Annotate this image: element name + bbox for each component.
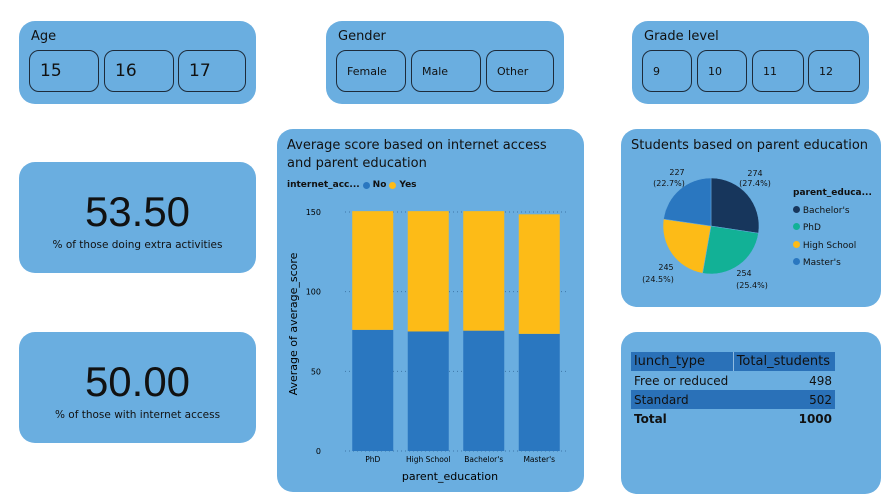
bar-segment-no <box>518 333 560 451</box>
table-cell: 502 <box>733 390 835 409</box>
table-total-row: Total 1000 <box>631 409 835 428</box>
age-slicer: Age 15 16 17 <box>19 21 256 104</box>
table-row: Free or reduced 498 <box>631 371 835 390</box>
table-cell: 498 <box>809 373 832 388</box>
pie-legend-title: parent_educa... <box>793 188 872 198</box>
y-axis-label: Average of average_score <box>287 252 300 395</box>
pie-slice <box>702 225 759 275</box>
grade-level-slicer: Grade level 9 10 11 12 <box>632 21 869 104</box>
x-tick-label: Bachelor's <box>464 455 503 464</box>
pie-slice <box>710 177 760 234</box>
y-tick-label: 0 <box>316 447 321 456</box>
table-row: Standard 502 <box>631 390 835 409</box>
pie-label-count: 227 <box>669 168 684 177</box>
x-tick-label: High School <box>406 455 451 464</box>
grade-option-11[interactable]: 11 <box>752 50 804 92</box>
bar-segment-no <box>352 329 394 451</box>
pie-label-pct: (24.5%) <box>642 275 674 284</box>
pie-label-pct: (22.7%) <box>653 179 685 188</box>
legend-swatch <box>793 240 800 248</box>
gender-option-other[interactable]: Other <box>486 50 554 92</box>
pie-chart-title: Students based on parent education <box>631 138 869 153</box>
age-option-15[interactable]: 15 <box>29 50 99 92</box>
lunch-table-card: lunch_type Total_students Free or reduce… <box>621 332 881 494</box>
bar-segment-yes <box>407 211 449 332</box>
table-cell: 1000 <box>798 411 832 426</box>
y-tick-label: 100 <box>306 288 321 297</box>
pie-slice <box>663 177 712 227</box>
pie-label-pct: (27.4%) <box>739 179 771 188</box>
age-option-17[interactable]: 17 <box>178 50 246 92</box>
pie-legend-item[interactable]: High School <box>793 238 872 256</box>
legend-title: internet_acc... <box>287 180 360 190</box>
table-cell: Standard <box>631 390 734 409</box>
table-cell: Total <box>634 411 667 426</box>
table-cell: Free or reduced <box>634 373 729 388</box>
legend-swatch <box>793 223 800 230</box>
pie-label-pct: (25.4%) <box>736 281 768 290</box>
bar-segment-yes <box>463 211 505 331</box>
gender-option-male[interactable]: Male <box>411 50 481 92</box>
age-option-16[interactable]: 16 <box>104 50 174 92</box>
grade-slicer-title: Grade level <box>644 29 719 44</box>
legend-swatch <box>793 205 800 213</box>
lunch-table: lunch_type Total_students Free or reduce… <box>631 352 835 428</box>
pie-legend: parent_educa... Bachelor's PhD High Scho… <box>793 185 872 273</box>
pie-chart-card: Students based on parent education 274 (… <box>621 129 881 307</box>
gender-slicer-title: Gender <box>338 29 386 44</box>
table-header-row: lunch_type Total_students <box>631 352 835 371</box>
pie-label-count: 254 <box>736 269 751 278</box>
y-tick-label: 50 <box>311 367 321 376</box>
bar-chart-legend: internet_acc... No Yes <box>287 180 417 190</box>
bar-chart-card: Average score based on internet access a… <box>277 129 584 492</box>
grade-option-10[interactable]: 10 <box>697 50 747 92</box>
bar-segment-no <box>463 330 505 451</box>
pie-label-count: 245 <box>658 263 673 272</box>
legend-no-swatch <box>362 181 370 189</box>
legend-no-label[interactable]: No <box>372 180 387 190</box>
legend-swatch <box>793 258 800 265</box>
pie-legend-item[interactable]: Master's <box>793 255 872 273</box>
age-slicer-title: Age <box>31 29 57 44</box>
x-tick-label: Master's <box>523 455 555 464</box>
column-header[interactable]: lunch_type <box>631 352 734 371</box>
pie-legend-item[interactable]: Bachelor's <box>793 203 872 221</box>
column-header[interactable]: Total_students <box>733 352 835 371</box>
bar-segment-yes <box>518 214 560 334</box>
bar-segment-no <box>407 331 449 451</box>
stacked-bar-chart: 0 50 100 150 PhD High School Bachelor's Master… <box>287 208 567 483</box>
legend-yes-swatch <box>389 181 397 189</box>
grade-option-12[interactable]: 12 <box>808 50 860 92</box>
kpi-card-extra-activities: 53.50 % of those doing extra activities <box>19 162 256 273</box>
bar-chart-title: Average score based on internet access a… <box>287 138 547 171</box>
x-axis-label: parent_education <box>402 470 498 483</box>
pie-chart: 274 (27.4%) 254 (25.4%) 245 (24.5%) 227 … <box>642 168 771 290</box>
kpi-label: % of those doing extra activities <box>52 239 223 251</box>
kpi-card-internet-access: 50.00 % of those with internet access <box>19 332 256 443</box>
bar-segment-yes <box>352 211 394 330</box>
kpi-label: % of those with internet access <box>54 409 221 421</box>
pie-label-count: 274 <box>747 169 762 178</box>
kpi-value: 53.50 <box>84 188 191 235</box>
gender-option-female[interactable]: Female <box>336 50 406 92</box>
grade-option-9[interactable]: 9 <box>642 50 692 92</box>
pie-slice <box>662 218 712 274</box>
legend-yes-label[interactable]: Yes <box>399 180 417 190</box>
kpi-value: 50.00 <box>84 358 191 405</box>
x-tick-label: PhD <box>365 455 380 464</box>
gender-slicer: Gender Female Male Other <box>326 21 564 104</box>
pie-legend-item[interactable]: PhD <box>793 220 872 238</box>
y-tick-label: 150 <box>306 208 321 217</box>
